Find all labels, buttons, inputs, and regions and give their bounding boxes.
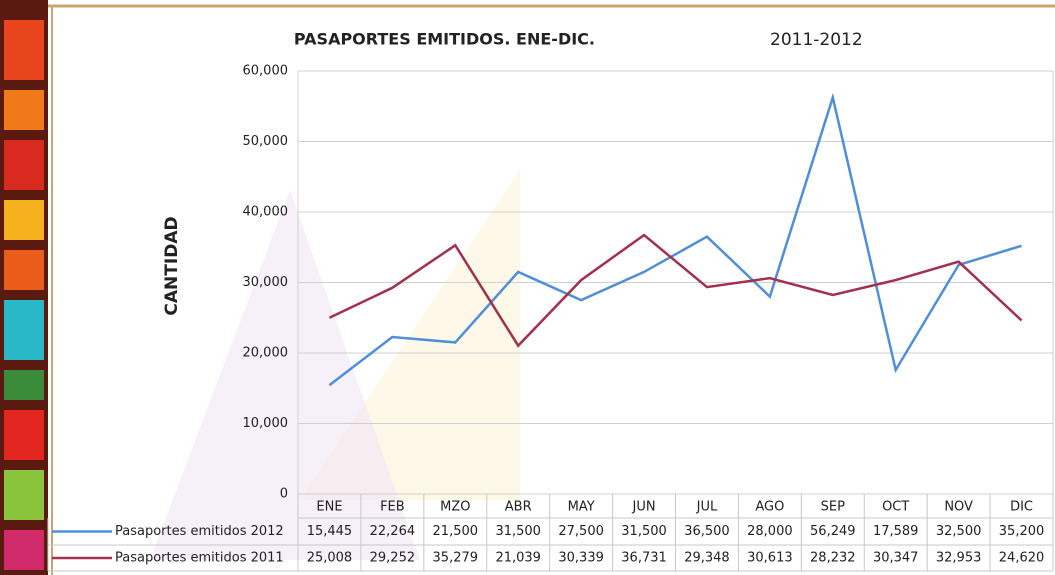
table-value: 29,348 bbox=[684, 551, 730, 566]
table-value: 30,339 bbox=[558, 551, 604, 566]
x-tick-label: MZO bbox=[440, 500, 470, 515]
table-value: 35,200 bbox=[999, 524, 1045, 539]
x-tick-label: FEB bbox=[380, 500, 405, 515]
table-value: 21,500 bbox=[433, 524, 479, 539]
x-tick-label: JUL bbox=[696, 500, 718, 515]
table-value: 36,500 bbox=[684, 524, 730, 539]
table-value: 22,264 bbox=[370, 524, 416, 539]
series-line bbox=[328, 92, 1022, 387]
table-value: 21,039 bbox=[495, 551, 541, 566]
y-tick-label: 50,000 bbox=[243, 134, 289, 149]
y-tick-label: 10,000 bbox=[243, 416, 289, 431]
table-value: 27,500 bbox=[558, 524, 604, 539]
chart-title: PASAPORTES EMITIDOS. ENE-DIC. bbox=[294, 30, 595, 49]
y-tick-label: 60,000 bbox=[243, 64, 289, 79]
x-tick-label: JUN bbox=[632, 500, 656, 515]
x-tick-label: AGO bbox=[755, 500, 784, 515]
x-tick-label: SEP bbox=[821, 500, 845, 515]
table-value: 35,279 bbox=[433, 551, 479, 566]
y-tick-label: 30,000 bbox=[243, 275, 289, 290]
chart-subtitle: 2011-2012 bbox=[770, 30, 863, 50]
table-value: 31,500 bbox=[621, 524, 667, 539]
x-tick-label: MAY bbox=[568, 500, 595, 515]
table-value: 28,232 bbox=[810, 551, 856, 566]
table-value: 29,252 bbox=[370, 551, 416, 566]
table-value: 36,731 bbox=[621, 551, 667, 566]
table-value: 28,000 bbox=[747, 524, 793, 539]
y-tick-label: 40,000 bbox=[243, 205, 289, 220]
table-value: 32,500 bbox=[936, 524, 982, 539]
table-value: 31,500 bbox=[495, 524, 541, 539]
table-value: 30,613 bbox=[747, 551, 793, 566]
y-tick-label: 20,000 bbox=[243, 346, 289, 361]
table-value: 25,008 bbox=[307, 551, 353, 566]
x-tick-label: ABR bbox=[505, 500, 532, 515]
legend-label: Pasaportes emitidos 2011 bbox=[115, 551, 284, 566]
x-tick-label: NOV bbox=[944, 500, 973, 515]
y-tick-label: 0 bbox=[280, 487, 288, 502]
table-value: 24,620 bbox=[999, 551, 1045, 566]
series-line bbox=[328, 233, 1023, 348]
x-tick-label: DIC bbox=[1010, 500, 1033, 515]
table-value: 30,347 bbox=[873, 551, 919, 566]
x-tick-label: ENE bbox=[316, 500, 342, 515]
legend-label: Pasaportes emitidos 2012 bbox=[115, 524, 284, 539]
y-axis-label: CANTIDAD bbox=[162, 216, 182, 315]
table-value: 17,589 bbox=[873, 524, 919, 539]
table-value: 56,249 bbox=[810, 524, 856, 539]
table-value: 15,445 bbox=[307, 524, 353, 539]
x-tick-label: OCT bbox=[882, 500, 909, 515]
table-value: 32,953 bbox=[936, 551, 982, 566]
